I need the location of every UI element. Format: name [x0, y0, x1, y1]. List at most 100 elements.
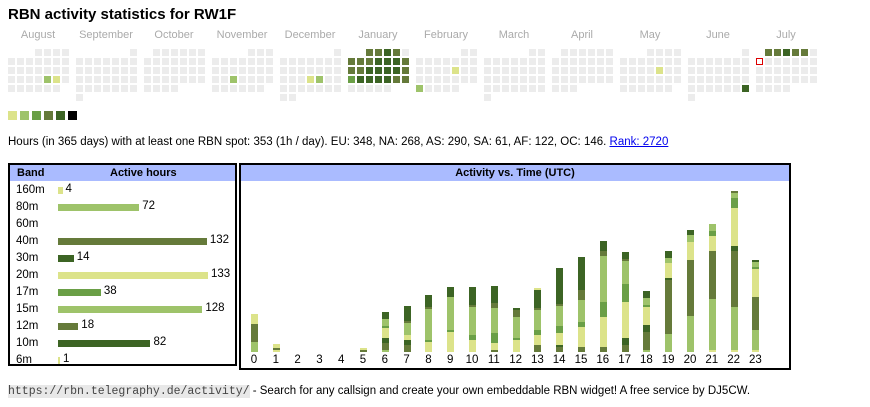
calendar-day-cell[interactable]	[638, 58, 645, 65]
calendar-day-cell[interactable]	[26, 76, 33, 83]
calendar-day-cell[interactable]	[484, 76, 491, 83]
calendar-day-cell[interactable]	[375, 85, 382, 92]
calendar-day-cell[interactable]	[774, 49, 781, 56]
calendar-day-cell[interactable]	[511, 76, 518, 83]
calendar-day-cell[interactable]	[121, 58, 128, 65]
calendar-day-cell[interactable]	[357, 58, 364, 65]
calendar-day-cell[interactable]	[280, 58, 287, 65]
calendar-day-cell[interactable]	[76, 85, 83, 92]
calendar-day-cell[interactable]	[484, 85, 491, 92]
calendar-day-cell[interactable]	[239, 67, 246, 74]
calendar-day-cell[interactable]	[484, 67, 491, 74]
calendar-day-cell[interactable]	[452, 67, 459, 74]
calendar-day-cell[interactable]	[121, 85, 128, 92]
calendar-day-cell[interactable]	[470, 67, 477, 74]
calendar-day-cell[interactable]	[257, 49, 264, 56]
calendar-day-cell[interactable]	[452, 58, 459, 65]
calendar-day-cell[interactable]	[316, 76, 323, 83]
calendar-day-cell[interactable]	[538, 67, 545, 74]
calendar-day-cell[interactable]	[62, 49, 69, 56]
calendar-day-cell[interactable]	[384, 67, 391, 74]
calendar-day-cell[interactable]	[579, 76, 586, 83]
calendar-day-cell[interactable]	[724, 67, 731, 74]
calendar-day-cell[interactable]	[357, 67, 364, 74]
calendar-day-cell[interactable]	[810, 76, 817, 83]
calendar-day-cell[interactable]	[94, 85, 101, 92]
calendar-day-cell[interactable]	[257, 67, 264, 74]
calendar-day-cell[interactable]	[171, 58, 178, 65]
calendar-day-cell[interactable]	[606, 76, 613, 83]
calendar-day-cell[interactable]	[44, 67, 51, 74]
calendar-day-cell[interactable]	[375, 76, 382, 83]
calendar-day-cell[interactable]	[792, 67, 799, 74]
calendar-day-cell[interactable]	[561, 67, 568, 74]
calendar-day-cell[interactable]	[153, 49, 160, 56]
calendar-day-cell[interactable]	[221, 58, 228, 65]
calendar-day-cell[interactable]	[733, 58, 740, 65]
calendar-day-cell[interactable]	[239, 58, 246, 65]
calendar-day-cell[interactable]	[153, 76, 160, 83]
calendar-day-cell[interactable]	[393, 76, 400, 83]
calendar-day-cell[interactable]	[629, 76, 636, 83]
calendar-day-cell[interactable]	[8, 58, 15, 65]
calendar-day-cell[interactable]	[520, 58, 527, 65]
calendar-day-cell[interactable]	[620, 76, 627, 83]
calendar-day-cell[interactable]	[375, 49, 382, 56]
calendar-day-cell[interactable]	[35, 76, 42, 83]
calendar-day-cell[interactable]	[416, 76, 423, 83]
calendar-day-cell[interactable]	[230, 67, 237, 74]
calendar-day-cell[interactable]	[801, 58, 808, 65]
calendar-day-cell[interactable]	[94, 67, 101, 74]
calendar-day-cell[interactable]	[434, 67, 441, 74]
calendar-day-cell[interactable]	[606, 58, 613, 65]
calendar-day-cell[interactable]	[783, 58, 790, 65]
calendar-day-cell[interactable]	[112, 58, 119, 65]
calendar-day-cell[interactable]	[53, 58, 60, 65]
calendar-day-cell[interactable]	[248, 76, 255, 83]
calendar-day-cell[interactable]	[266, 76, 273, 83]
calendar-day-cell[interactable]	[266, 58, 273, 65]
calendar-day-cell[interactable]	[783, 49, 790, 56]
calendar-day-cell[interactable]	[425, 85, 432, 92]
calendar-day-cell[interactable]	[765, 85, 772, 92]
calendar-day-cell[interactable]	[257, 85, 264, 92]
calendar-day-cell[interactable]	[121, 67, 128, 74]
calendar-day-cell[interactable]	[212, 58, 219, 65]
calendar-day-cell[interactable]	[144, 85, 151, 92]
calendar-day-cell[interactable]	[742, 67, 749, 74]
calendar-day-cell[interactable]	[502, 85, 509, 92]
calendar-day-cell[interactable]	[484, 58, 491, 65]
calendar-day-cell[interactable]	[706, 85, 713, 92]
calendar-day-cell[interactable]	[674, 58, 681, 65]
calendar-day-cell[interactable]	[348, 76, 355, 83]
calendar-day-cell[interactable]	[511, 58, 518, 65]
calendar-day-cell[interactable]	[112, 67, 119, 74]
calendar-day-cell[interactable]	[520, 85, 527, 92]
calendar-day-cell[interactable]	[570, 58, 577, 65]
calendar-day-cell[interactable]	[307, 58, 314, 65]
calendar-day-cell[interactable]	[44, 76, 51, 83]
calendar-day-cell[interactable]	[810, 58, 817, 65]
calendar-day-cell[interactable]	[697, 85, 704, 92]
calendar-day-cell[interactable]	[688, 67, 695, 74]
calendar-day-cell[interactable]	[248, 85, 255, 92]
calendar-day-cell[interactable]	[384, 85, 391, 92]
calendar-day-cell[interactable]	[620, 85, 627, 92]
calendar-day-cell[interactable]	[257, 58, 264, 65]
calendar-day-cell[interactable]	[470, 49, 477, 56]
calendar-day-cell[interactable]	[198, 49, 205, 56]
calendar-day-cell[interactable]	[189, 49, 196, 56]
calendar-day-cell[interactable]	[647, 58, 654, 65]
calendar-day-cell[interactable]	[266, 67, 273, 74]
calendar-day-cell[interactable]	[552, 76, 559, 83]
calendar-day-cell[interactable]	[774, 58, 781, 65]
calendar-day-cell[interactable]	[783, 76, 790, 83]
calendar-day-cell[interactable]	[461, 49, 468, 56]
calendar-day-cell[interactable]	[103, 58, 110, 65]
calendar-day-cell[interactable]	[130, 85, 137, 92]
calendar-day-cell[interactable]	[529, 58, 536, 65]
calendar-day-cell[interactable]	[76, 67, 83, 74]
calendar-day-cell[interactable]	[221, 85, 228, 92]
calendar-day-cell[interactable]	[538, 49, 545, 56]
calendar-day-cell[interactable]	[697, 58, 704, 65]
